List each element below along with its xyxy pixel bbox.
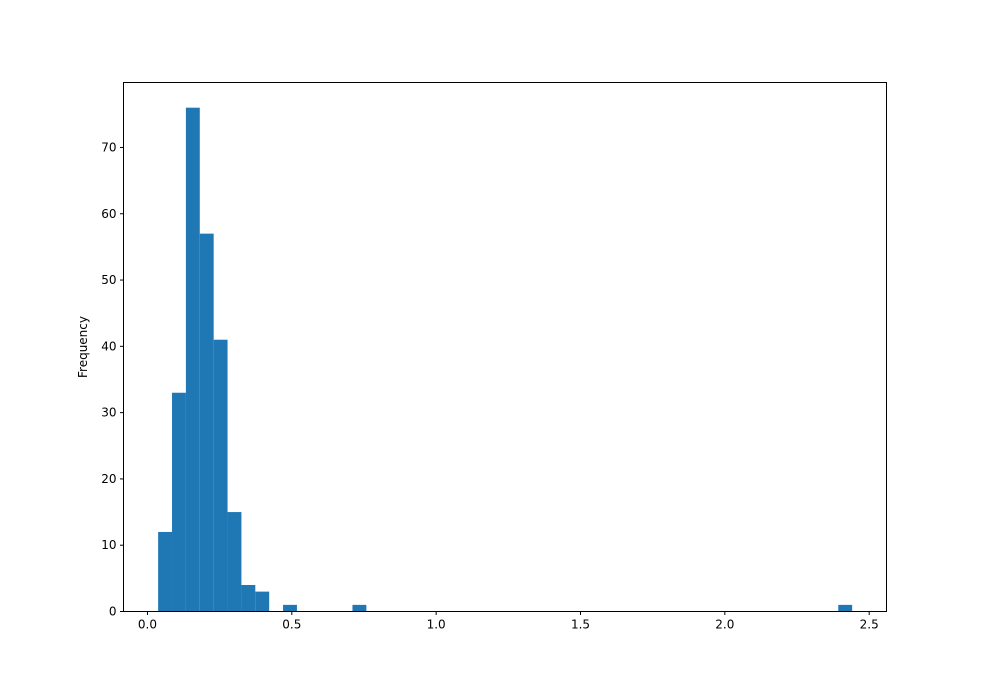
- x-tick-label: 2.5: [860, 618, 879, 632]
- y-axis-label: Frequency: [76, 316, 90, 378]
- histogram-bar: [255, 591, 270, 612]
- histogram-bar: [241, 584, 256, 612]
- y-tick-label: 50: [101, 273, 116, 287]
- histogram-bar: [172, 392, 186, 612]
- histogram-bar: [838, 604, 853, 612]
- axes-frame: [123, 82, 887, 612]
- y-tick-label: 60: [101, 207, 116, 221]
- histogram-bar: [213, 339, 228, 612]
- histogram-bar: [352, 604, 367, 612]
- histogram-bar: [199, 233, 214, 612]
- histogram-bar: [185, 107, 200, 612]
- y-tick-label: 40: [101, 339, 116, 353]
- bars: [158, 107, 853, 612]
- x-tick-label: 1.5: [571, 618, 590, 632]
- y-tick-label: 10: [101, 538, 116, 552]
- x-axis: 0.0 0.5 1.0 1.5 2.0 2.5: [138, 611, 879, 632]
- x-tick-label: 1.0: [427, 618, 446, 632]
- x-tick-label: 0.5: [282, 618, 301, 632]
- histogram-bar: [283, 604, 297, 612]
- y-tick-label: 20: [101, 472, 116, 486]
- y-tick-label: 30: [101, 406, 116, 420]
- x-tick-label: 2.0: [715, 618, 734, 632]
- histogram-bar: [227, 512, 242, 612]
- y-tick-label: 0: [109, 605, 117, 619]
- x-tick-label: 0.0: [138, 618, 157, 632]
- y-axis: 0 10 20 30 40 50 60 70: [101, 140, 124, 619]
- y-tick-label: 70: [101, 140, 116, 154]
- histogram-bar: [158, 531, 173, 612]
